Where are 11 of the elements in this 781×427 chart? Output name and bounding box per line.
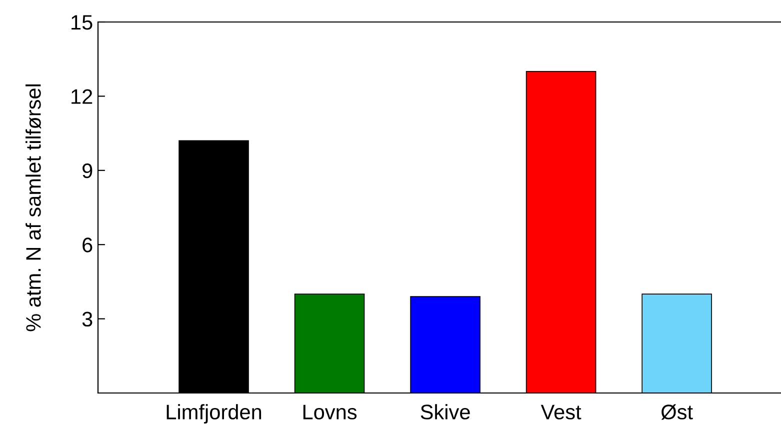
x-tick-label: Lovns: [303, 404, 357, 420]
y-axis-title: % atm. N af samlet tilførsel: [26, 84, 42, 332]
y-tick-label: 9: [82, 163, 92, 178]
y-tick-label: 15: [72, 15, 92, 30]
x-tick-label: Øst: [661, 404, 693, 420]
y-tick-label: 3: [82, 312, 92, 327]
y-tick-label: 6: [82, 238, 92, 252]
x-tick-label: Limfjorden: [166, 404, 262, 424]
y-tick-label: 12: [72, 89, 92, 104]
x-tick-label: Vest: [540, 404, 582, 420]
x-tick-label: Skive: [420, 404, 470, 420]
